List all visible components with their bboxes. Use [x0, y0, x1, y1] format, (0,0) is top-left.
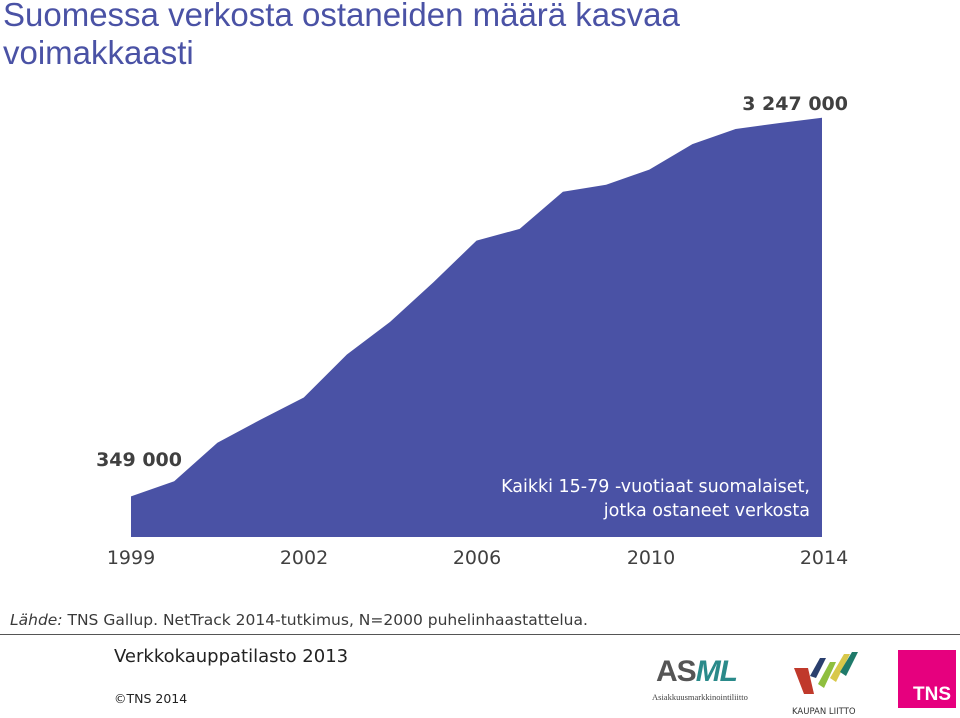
page-title: Suomessa verkosta ostaneiden määrä kasva… [3, 0, 903, 72]
x-tick-label: 2014 [800, 547, 848, 569]
x-axis-ticks: 1999 2002 2006 2010 2014 [107, 547, 848, 569]
kaupan-liitto-mark-icon [794, 652, 858, 694]
area-chart: 1999 2002 2006 2010 2014 349 000 3 247 000 K… [96, 93, 848, 569]
series-note-line-1: Kaikki 15-79 -vuotiaat suomalaiset, [501, 477, 810, 497]
series-note-line-2: jotka ostaneet verkosta [603, 501, 810, 521]
source-label: Lähde: [10, 611, 63, 629]
tns-logo: TNS [898, 650, 956, 708]
x-tick-label: 1999 [107, 547, 155, 569]
start-value-label: 349 000 [96, 449, 182, 471]
copyright-text: ©TNS 2014 [114, 691, 188, 706]
x-tick-label: 2010 [627, 547, 675, 569]
kaupan-liitto-text: KAUPAN LIITTO [792, 707, 856, 717]
source-note: Lähde: TNS Gallup. NetTrack 2014-tutkimu… [10, 611, 588, 629]
source-text: TNS Gallup. NetTrack 2014-tutkimus, N=20… [62, 611, 588, 629]
area-series [131, 117, 822, 537]
end-value-label: 3 247 000 [742, 93, 848, 115]
x-tick-label: 2002 [280, 547, 328, 569]
title-line-1: Suomessa verkosta ostaneiden määrä kasva… [3, 0, 680, 33]
asml-logo-word: ASML [656, 655, 738, 688]
footer-title: Verkkokauppatilasto 2013 [114, 646, 349, 667]
tns-logo-word: TNS [913, 684, 951, 705]
kaupan-liitto-logo: KAUPAN LIITTO [790, 648, 862, 718]
footer-divider [0, 634, 960, 635]
asml-logo-subtitle: Asiakkuusmarkkinointiliitto [652, 692, 748, 702]
title-line-2: voimakkaasti [3, 34, 194, 71]
x-tick-label: 2006 [453, 547, 501, 569]
asml-logo: ASML Asiakkuusmarkkinointiliitto [650, 655, 765, 707]
